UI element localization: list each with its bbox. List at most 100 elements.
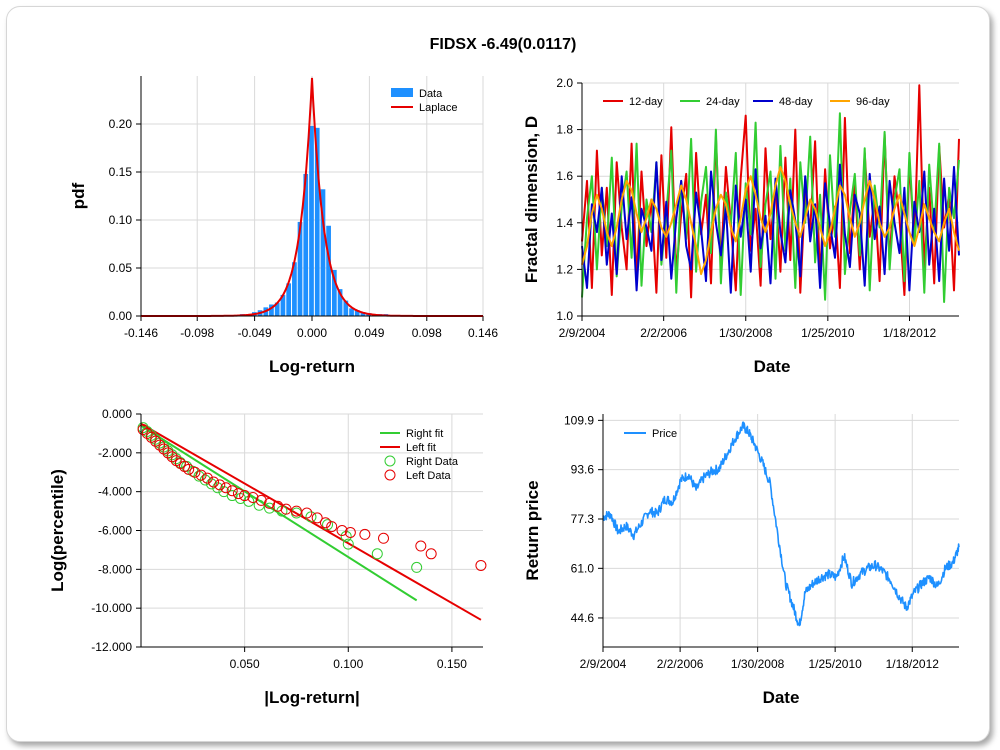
y-axis-title: Return price bbox=[523, 480, 542, 580]
x-tick-label: 0.146 bbox=[468, 326, 498, 340]
data-point-right-data bbox=[371, 548, 383, 560]
data-point-left-data bbox=[247, 491, 259, 503]
y-tick-label: 1.0 bbox=[556, 309, 573, 323]
series-line-96-day bbox=[581, 165, 960, 276]
histogram-bar bbox=[303, 173, 309, 316]
histogram-bar bbox=[337, 289, 343, 316]
y-tick-label: -2.000 bbox=[98, 446, 132, 460]
data-point-left-data bbox=[201, 472, 213, 484]
y-tick-label: -8.000 bbox=[98, 562, 132, 576]
y-tick-label: -6.000 bbox=[98, 524, 132, 538]
histogram-bar bbox=[360, 312, 366, 316]
fractal-dimension-panel: 2/9/2004 2/2/2006 1/30/2008 1/25/2010 1/18/2… bbox=[522, 76, 960, 376]
data-point-left-data bbox=[319, 517, 331, 529]
legend-label-12-day: 12-day bbox=[629, 96, 663, 108]
x-tick-label: 0.100 bbox=[333, 657, 363, 671]
data-point-left-data bbox=[475, 559, 487, 571]
data-point-right-data bbox=[253, 499, 265, 511]
data-point-right-data bbox=[342, 538, 354, 550]
y-tick-label: -12.000 bbox=[91, 640, 132, 654]
data-point-left-data bbox=[301, 507, 313, 519]
data-point-left-data bbox=[272, 500, 284, 512]
data-point-left-data bbox=[141, 427, 153, 439]
x-tick-label: 1/25/2010 bbox=[801, 326, 855, 340]
histogram-bar bbox=[343, 300, 349, 316]
histogram-bar bbox=[286, 283, 292, 316]
legend-label-laplace: Laplace bbox=[419, 102, 458, 114]
histogram-bar bbox=[309, 125, 314, 316]
data-point-left-data bbox=[344, 526, 356, 538]
x-tick-label: 1/18/2012 bbox=[883, 326, 937, 340]
x-tick-label: -0.098 bbox=[180, 326, 214, 340]
histogram-bar bbox=[292, 262, 297, 316]
data-point-right-data bbox=[264, 502, 276, 514]
data-point-left-data bbox=[232, 488, 244, 500]
data-point-left-data bbox=[162, 447, 174, 459]
legend-label: Left fit bbox=[406, 442, 436, 454]
y-tick-label: 1.8 bbox=[556, 123, 573, 137]
histogram-bar bbox=[326, 225, 331, 316]
x-axis-title: Log-return bbox=[269, 357, 355, 376]
data-point-left-data bbox=[195, 469, 207, 481]
histogram-bar bbox=[274, 302, 280, 316]
legend-label-data: Data bbox=[419, 88, 443, 100]
y-tick-label: 93.6 bbox=[571, 463, 595, 477]
x-tick-label: 1/18/2012 bbox=[886, 657, 940, 671]
legend-swatch bbox=[384, 455, 396, 467]
x-tick-label: 0.050 bbox=[230, 657, 260, 671]
data-point-right-data bbox=[212, 482, 224, 494]
y-tick-label: -4.000 bbox=[98, 485, 132, 499]
y-tick-label: 1.2 bbox=[556, 262, 573, 276]
y-tick-label: -10.000 bbox=[91, 601, 132, 615]
histogram-bar bbox=[331, 269, 337, 316]
series-line-24-day bbox=[581, 112, 960, 303]
data-point-left-data bbox=[158, 443, 170, 455]
legend-label-price: Price bbox=[652, 428, 677, 440]
data-point-left-data bbox=[154, 439, 166, 451]
y-tick-label: 0.00 bbox=[109, 309, 133, 323]
y-tick-label: 0.10 bbox=[109, 213, 133, 227]
data-point-left-data bbox=[137, 424, 149, 436]
x-axis-title: |Log-return| bbox=[264, 688, 359, 707]
y-tick-label: 1.6 bbox=[556, 169, 573, 183]
data-point-left-data bbox=[150, 435, 162, 447]
data-point-right-data bbox=[226, 490, 238, 502]
data-point-left-data bbox=[378, 532, 390, 544]
x-tick-label: 0.098 bbox=[412, 326, 442, 340]
x-tick-label: 0.000 bbox=[297, 326, 327, 340]
histogram-bar bbox=[269, 304, 274, 316]
y-tick-label: 0.20 bbox=[109, 117, 133, 131]
x-axis-title: Date bbox=[763, 688, 800, 707]
legend-swatch bbox=[384, 469, 396, 481]
data-point-left-data bbox=[166, 451, 178, 463]
data-point-left-data bbox=[311, 512, 323, 524]
legend-label-24-day: 24-day bbox=[706, 96, 740, 108]
y-tick-label: 0.05 bbox=[109, 261, 133, 275]
data-point-left-data bbox=[290, 505, 302, 517]
x-tick-label: 0.150 bbox=[437, 657, 467, 671]
data-point-left-data bbox=[255, 494, 267, 506]
y-tick-label: 0.000 bbox=[102, 407, 132, 421]
histogram-bar bbox=[314, 127, 320, 316]
data-point-left-data bbox=[326, 521, 338, 533]
y-tick-label: 0.15 bbox=[109, 165, 133, 179]
y-tick-label: 44.6 bbox=[571, 611, 595, 625]
data-point-left-data bbox=[214, 479, 226, 491]
y-axis-title: Log(percentile) bbox=[48, 469, 67, 592]
data-point-right-data bbox=[305, 511, 317, 523]
y-tick-label: 1.4 bbox=[556, 216, 573, 230]
data-point-left-data bbox=[415, 540, 427, 552]
x-tick-label: 2/9/2004 bbox=[559, 326, 606, 340]
x-tick-label: 1/25/2010 bbox=[808, 657, 862, 671]
x-tick-label: -0.146 bbox=[124, 326, 158, 340]
y-tick-label: 61.0 bbox=[571, 561, 595, 575]
histogram-bar bbox=[349, 308, 354, 316]
x-tick-label: 1/30/2008 bbox=[719, 326, 773, 340]
histogram-bar bbox=[320, 189, 326, 316]
x-tick-label: 0.049 bbox=[354, 326, 384, 340]
legend-label-96-day: 96-day bbox=[856, 96, 890, 108]
x-axis-title: Date bbox=[754, 357, 791, 376]
data-point-left-data bbox=[183, 463, 195, 475]
data-point-left-data bbox=[264, 497, 276, 509]
